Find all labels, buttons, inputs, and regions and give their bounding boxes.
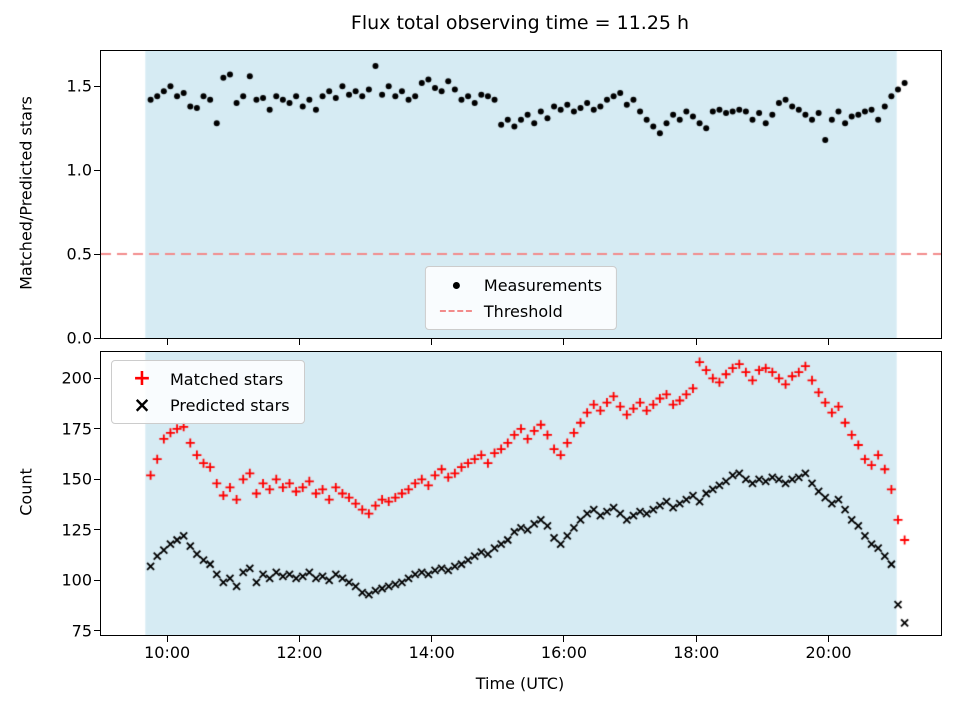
dot-marker-icon: [440, 275, 472, 295]
y-tick-label: 125: [61, 520, 92, 540]
y-tick-mark: [94, 529, 100, 531]
y-tick-label: 150: [61, 469, 92, 489]
y-tick-mark: [94, 579, 100, 581]
legend-label-threshold: Threshold: [483, 301, 563, 321]
x-tick-mark: [298, 339, 300, 345]
x-tick-label: 12:00: [276, 643, 323, 662]
x-tick-label: 16:00: [540, 643, 588, 662]
plus-marker-icon: [126, 369, 158, 389]
x-axis-label: Time (UTC): [475, 674, 565, 693]
y-tick-mark: [94, 337, 100, 339]
x-marker-icon: [126, 395, 158, 415]
y-tick-label: 1.0: [66, 160, 92, 180]
y-axis-label-top: Matched/Predicted stars: [16, 96, 36, 290]
y-tick-mark: [94, 169, 100, 171]
x-tick-label: 20:00: [805, 643, 852, 662]
y-tick-label: 1.5: [66, 76, 92, 96]
legend-entry-threshold: Threshold: [439, 301, 602, 321]
y-tick-mark: [94, 478, 100, 480]
y-tick-mark: [94, 630, 100, 632]
x-tick-mark: [695, 636, 697, 642]
legend-entry-predicted-stars: Predicted stars: [126, 395, 290, 415]
x-tick-mark: [166, 339, 168, 345]
legend-entry-matched-stars: Matched stars: [126, 369, 290, 389]
y-tick-mark: [94, 377, 100, 379]
x-tick-mark: [166, 636, 168, 642]
axes-top: Measurements Threshold 0.0 0.5 1.0 1.5: [67, 50, 942, 348]
legend-top: Measurements Threshold: [424, 266, 618, 330]
x-tick-mark: [828, 339, 830, 345]
y-tick-mark: [94, 428, 100, 430]
x-tick-mark: [298, 636, 300, 642]
y-tick-mark: [94, 253, 100, 255]
x-tick-label: 14:00: [408, 643, 455, 662]
y-tick-label: 0.5: [66, 244, 92, 264]
y-tick-label: 175: [61, 419, 92, 439]
legend-label-matched-stars: Matched stars: [170, 369, 284, 389]
x-tick-mark: [695, 339, 697, 345]
y-tick-label: 75: [71, 621, 92, 641]
y-tick-label: 0.0: [66, 328, 92, 348]
x-tick-mark: [431, 339, 433, 345]
chart-title: Flux total observing time = 11.25 h: [350, 12, 690, 34]
y-axis-label-bottom: Count: [16, 468, 36, 516]
x-tick-mark: [563, 636, 565, 642]
x-tick-mark: [431, 636, 433, 642]
x-tick-mark: [828, 636, 830, 642]
dashed-line-icon: [439, 301, 472, 321]
x-tick-mark: [563, 339, 565, 345]
x-tick-label: 18:00: [673, 643, 720, 662]
legend-label-predicted-stars: Predicted stars: [170, 395, 290, 415]
axes-bottom: Matched stars Predicted stars 75 100 125 15…: [61, 351, 942, 662]
legend-label-measurements: Measurements: [483, 275, 603, 295]
x-tick-label: 10:00: [144, 643, 191, 662]
legend-entry-measurements: Measurements: [440, 275, 602, 295]
y-tick-label: 100: [61, 570, 92, 590]
legend-bottom: Matched stars Predicted stars: [111, 360, 305, 424]
y-tick-label: 200: [61, 368, 92, 388]
y-tick-mark: [94, 85, 100, 87]
